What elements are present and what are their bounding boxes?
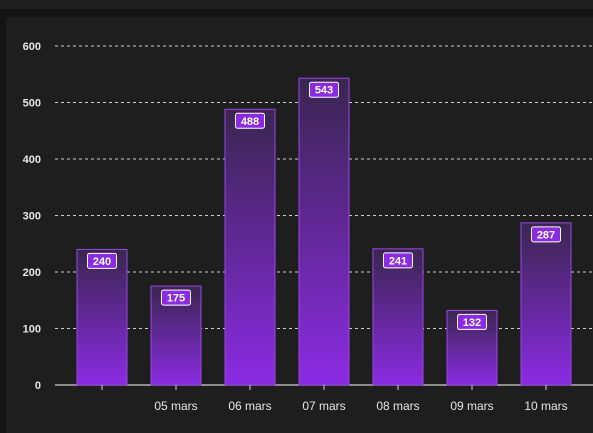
data-label-box: [161, 289, 191, 306]
data-label-box: [531, 226, 561, 243]
y-tick-label: 300: [23, 211, 41, 223]
y-tick-label: 500: [23, 98, 41, 110]
bar: [298, 77, 350, 386]
data-label-box: [457, 313, 487, 330]
x-tick-label: 08 mars: [376, 399, 419, 413]
bar: [372, 248, 424, 386]
data-label: 241: [389, 255, 407, 267]
x-tick-label: 10 mars: [524, 399, 567, 413]
bars: 240 175 488 543 241 132 287: [76, 77, 572, 386]
data-label: 132: [463, 317, 481, 329]
data-label: 175: [167, 293, 185, 305]
y-axis: 0 100 200 300 400 500 600: [23, 41, 41, 392]
x-tick-label: 06 mars: [228, 399, 271, 413]
y-tick-label: 200: [23, 267, 41, 279]
data-label-box: [87, 252, 117, 269]
bar: [224, 108, 276, 386]
y-tick-label: 400: [23, 154, 41, 166]
x-tick-label: 07 mars: [302, 399, 345, 413]
data-label-box: [235, 112, 265, 129]
data-label: 543: [315, 85, 333, 97]
x-tick-label: 05 mars: [154, 399, 197, 413]
y-tick-label: 100: [23, 324, 41, 336]
x-axis: 05 mars 06 mars 07 mars 08 mars 09 mars 10 ma…: [101, 385, 568, 413]
data-label: 287: [537, 229, 555, 241]
bar: [520, 222, 572, 386]
data-label-box: [383, 252, 413, 269]
data-label: 240: [93, 256, 111, 268]
x-tick-label: 09 mars: [450, 399, 493, 413]
top-strip: [0, 0, 593, 9]
data-label-box: [309, 81, 339, 98]
data-label: 488: [241, 116, 259, 128]
bar: [76, 248, 128, 386]
y-tick-label: 0: [35, 380, 41, 392]
y-tick-label: 600: [23, 41, 41, 53]
